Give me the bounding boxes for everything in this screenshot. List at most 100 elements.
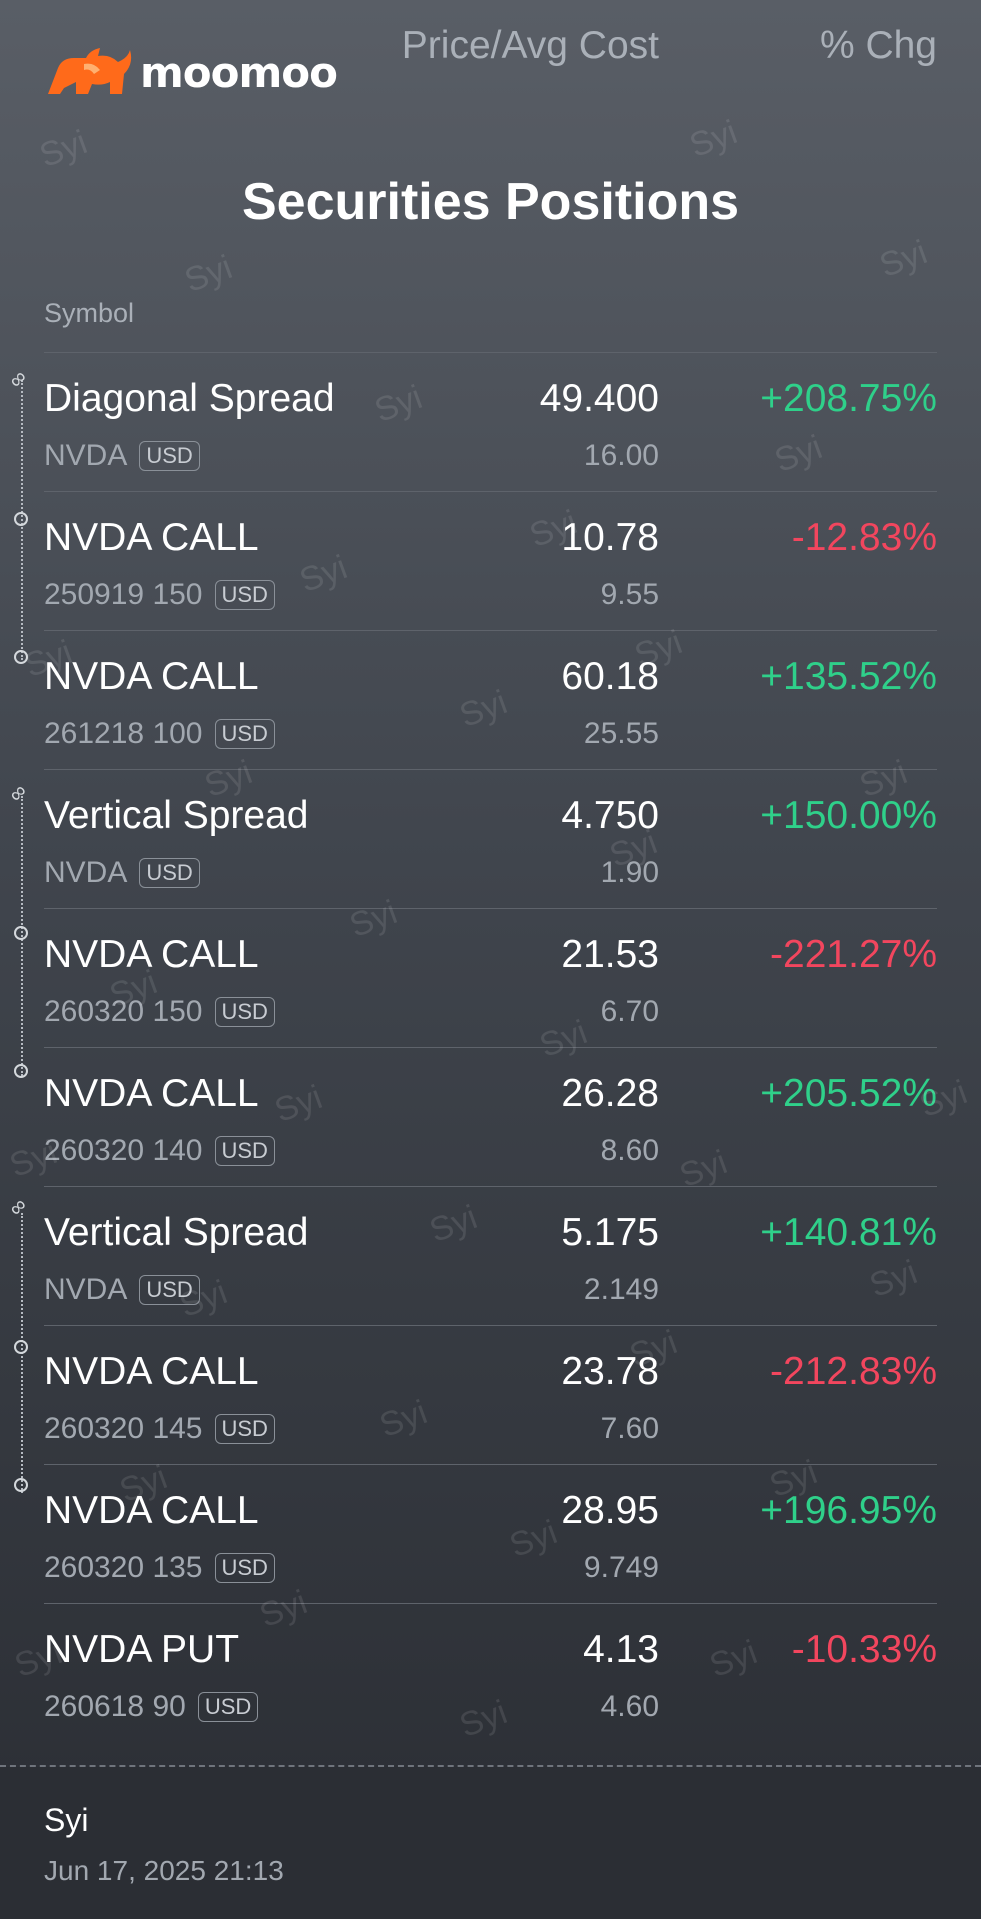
watermark: Syi	[684, 113, 743, 165]
positions-list: Diagonal Spread NVDA USD 49.400 16.00 +208.75…	[44, 352, 937, 1742]
leg-marker-icon	[14, 512, 28, 526]
link-icon: ∞	[3, 1192, 32, 1222]
position-symbol: 261218 100	[44, 717, 203, 750]
position-row[interactable]: NVDA CALL 250919 150 USD 10.78 9.55 -12.83%	[44, 491, 937, 630]
position-name: NVDA CALL	[44, 516, 259, 559]
currency-badge: USD	[197, 1692, 259, 1722]
position-symbol: NVDA	[44, 856, 128, 889]
position-detail: NVDA USD	[44, 439, 200, 473]
column-header-symbol: Symbol	[44, 298, 135, 328]
position-price: 26.28	[561, 1072, 659, 1115]
position-price: 5.175	[561, 1211, 659, 1254]
position-name: NVDA CALL	[44, 1489, 259, 1532]
position-avg-cost: 25.55	[583, 717, 659, 750]
position-name: Vertical Spread	[44, 1211, 309, 1254]
currency-badge: USD	[214, 719, 275, 749]
leg-marker-icon	[14, 926, 28, 940]
watermark: Syi	[179, 248, 238, 300]
position-name: NVDA CALL	[44, 1350, 259, 1393]
position-price: 4.750	[561, 794, 659, 837]
currency-badge: USD	[139, 858, 200, 888]
column-header-change: % Chg	[819, 24, 937, 67]
position-detail: 250919 150 USD	[44, 578, 275, 612]
position-symbol: 260618 90	[44, 1690, 186, 1723]
position-symbol: 260320 140	[44, 1134, 203, 1167]
currency-badge: USD	[139, 1275, 200, 1305]
position-symbol: 250919 150	[44, 578, 203, 611]
position-symbol: 260320 135	[44, 1551, 203, 1584]
position-price: 10.78	[561, 516, 659, 559]
position-avg-cost: 9.749	[583, 1551, 659, 1584]
timestamp: Jun 17, 2025 21:13	[44, 1855, 284, 1886]
position-change: -212.83%	[770, 1350, 937, 1393]
position-price: 4.13	[583, 1628, 659, 1671]
position-change: -10.33%	[791, 1628, 937, 1671]
position-avg-cost: 2.149	[583, 1273, 659, 1306]
position-name: NVDA PUT	[44, 1628, 240, 1671]
position-row[interactable]: NVDA CALL 260320 145 USD 23.78 7.60 -212.83%	[44, 1325, 937, 1464]
brand-name: moomoo	[140, 47, 338, 97]
position-detail: NVDA USD	[44, 1273, 200, 1307]
position-name: NVDA CALL	[44, 933, 259, 976]
position-price: 60.18	[561, 655, 659, 698]
position-name: Diagonal Spread	[44, 377, 335, 420]
position-avg-cost: 1.90	[600, 856, 659, 889]
position-row[interactable]: Vertical Spread NVDA USD 4.750 1.90 +150.00%	[44, 769, 937, 908]
currency-badge: USD	[214, 1553, 275, 1583]
moomoo-logo: moomoo	[44, 44, 338, 100]
position-detail: 260618 90 USD	[44, 1690, 259, 1724]
position-change: +140.81%	[760, 1211, 937, 1254]
leg-marker-icon	[14, 1064, 28, 1078]
page-title: Securities Positions	[241, 173, 740, 231]
column-header-price: Price/Avg Cost	[401, 24, 659, 67]
position-detail: 260320 145 USD	[44, 1412, 275, 1446]
position-change: +150.00%	[760, 794, 937, 837]
position-avg-cost: 7.60	[600, 1412, 659, 1445]
position-name: NVDA CALL	[44, 1072, 259, 1115]
currency-badge: USD	[214, 1414, 275, 1444]
position-detail: 261218 100 USD	[44, 717, 275, 751]
position-change: -12.83%	[791, 516, 937, 559]
position-avg-cost: 8.60	[600, 1134, 659, 1167]
position-symbol: NVDA	[44, 439, 128, 472]
footer	[0, 1767, 981, 1919]
position-symbol: NVDA	[44, 1273, 128, 1306]
position-detail: 260320 150 USD	[44, 995, 275, 1029]
position-row[interactable]: NVDA PUT 260618 90 USD 4.13 4.60 -10.33%	[44, 1603, 937, 1742]
position-change: +208.75%	[760, 377, 937, 420]
currency-badge: USD	[214, 580, 275, 610]
position-row[interactable]: Vertical Spread NVDA USD 5.175 2.149 +140.81%	[44, 1186, 937, 1325]
leg-marker-icon	[14, 1478, 28, 1492]
position-price: 23.78	[561, 1350, 659, 1393]
position-symbol: 260320 150	[44, 995, 203, 1028]
user-name: Syi	[44, 1802, 89, 1838]
currency-badge: USD	[214, 1136, 275, 1166]
position-row[interactable]: NVDA CALL 260320 135 USD 28.95 9.749 +196.95%	[44, 1464, 937, 1603]
position-price: 49.400	[539, 377, 659, 420]
position-avg-cost: 6.70	[600, 995, 659, 1028]
position-row[interactable]: NVDA CALL 260320 150 USD 21.53 6.70 -221.27%	[44, 908, 937, 1047]
footer-divider	[0, 1765, 981, 1767]
position-row[interactable]: Diagonal Spread NVDA USD 49.400 16.00 +208.75…	[44, 352, 937, 491]
currency-badge: USD	[139, 441, 200, 471]
position-name: NVDA CALL	[44, 655, 259, 698]
position-detail: NVDA USD	[44, 856, 200, 890]
leg-marker-icon	[14, 1340, 28, 1354]
currency-badge: USD	[214, 997, 275, 1027]
leg-marker-icon	[14, 650, 28, 664]
position-name: Vertical Spread	[44, 794, 309, 837]
position-change: +205.52%	[760, 1072, 937, 1115]
position-detail: 260320 140 USD	[44, 1134, 275, 1168]
position-row[interactable]: NVDA CALL 260320 140 USD 26.28 8.60 +205.52%	[44, 1047, 937, 1186]
position-detail: 260320 135 USD	[44, 1551, 275, 1585]
position-price: 28.95	[561, 1489, 659, 1532]
bull-logo-icon	[48, 48, 132, 94]
position-symbol: 260320 145	[44, 1412, 203, 1445]
position-avg-cost: 4.60	[600, 1690, 659, 1723]
position-change: -221.27%	[770, 933, 937, 976]
position-price: 21.53	[561, 933, 659, 976]
position-avg-cost: 16.00	[583, 439, 659, 472]
watermark: Syi	[34, 123, 93, 175]
position-row[interactable]: NVDA CALL 261218 100 USD 60.18 25.55 +135.52%	[44, 630, 937, 769]
link-icon: ∞	[3, 364, 32, 394]
